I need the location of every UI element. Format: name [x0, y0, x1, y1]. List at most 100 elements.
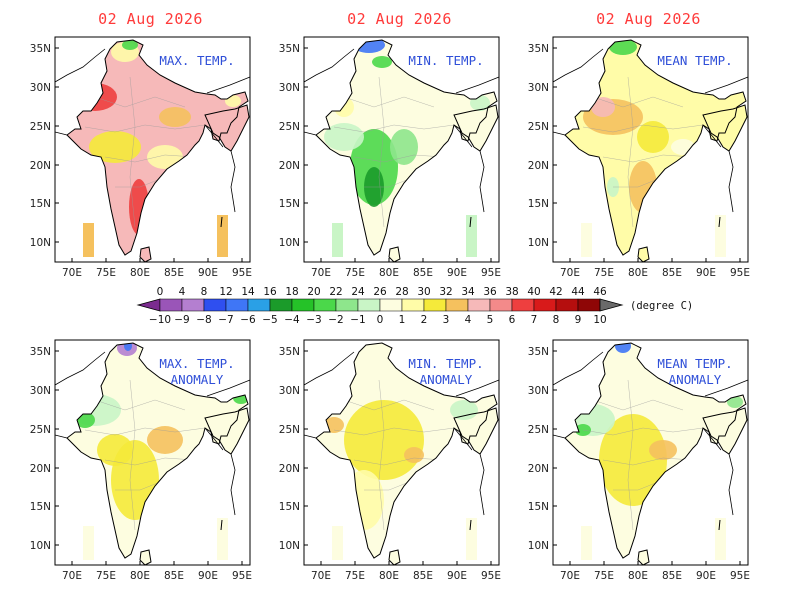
- map-frame: [54, 36, 251, 263]
- colorbar-bottom-label: −2: [328, 314, 343, 326]
- lat-tick-label: 15N: [528, 501, 549, 513]
- lat-tick-label: 10N: [279, 540, 300, 552]
- colorbar-segment: [225, 298, 249, 312]
- lat-tick-label: 20N: [30, 160, 51, 172]
- lon-tick-label: 70E: [62, 570, 82, 582]
- colorbar-top-label: 20: [307, 286, 320, 298]
- lon-tick-label: 80E: [379, 267, 399, 279]
- lat-tick-label: 30N: [528, 385, 549, 397]
- colorbar-bottom-label: 2: [421, 314, 428, 326]
- colorbar-segment: [269, 298, 293, 312]
- colorbar-bottom-label: 10: [593, 314, 606, 326]
- colorbar-top-label: 38: [505, 286, 518, 298]
- colorbar-top-label: 16: [263, 286, 277, 298]
- lat-tick-label: 30N: [279, 82, 300, 94]
- lat-tick-label: 10N: [30, 540, 51, 552]
- colorbar-bottom-label: −9: [174, 314, 189, 326]
- lon-tick-label: 80E: [628, 267, 648, 279]
- lon-tick-label: 80E: [130, 570, 150, 582]
- panel-title: ANOMALY: [171, 372, 224, 387]
- panel-title: ANOMALY: [669, 372, 722, 387]
- lon-tick-label: 85E: [164, 570, 184, 582]
- colorbar-segment: [467, 298, 491, 312]
- colorbar-top-label: 42: [549, 286, 562, 298]
- panel-title: MEAN TEMP.: [657, 53, 732, 68]
- lon-tick-label: 90E: [198, 570, 218, 582]
- lat-tick-label: 15N: [279, 501, 300, 513]
- panel-mean-temp-anomaly: 10N 15N 20N 25N 30N 35N 70E 75E 80E 85E 90E 95E MEAN…: [528, 339, 750, 582]
- colorbar-segment: [489, 298, 513, 312]
- colorbar-bottom-label: −8: [196, 314, 211, 326]
- colorbar-top-label: 8: [201, 286, 208, 298]
- lat-tick-label: 25N: [30, 121, 51, 133]
- lon-tick-label: 75E: [594, 570, 614, 582]
- colorbar-bottom-label: −7: [218, 314, 233, 326]
- date-label: 02 Aug 2026: [347, 10, 452, 28]
- india-outline: [315, 342, 498, 559]
- lat-tick-label: 35N: [279, 43, 300, 55]
- date-label: 02 Aug 2026: [98, 10, 203, 28]
- colorbar-top-label: 14: [241, 286, 255, 298]
- colorbar-segment: [577, 298, 601, 312]
- panel-title: MAX. TEMP.: [159, 356, 234, 371]
- date-label: 02 Aug 2026: [596, 10, 701, 28]
- panel-title: MIN. TEMP.: [408, 356, 483, 371]
- colorbar-top-label: 4: [179, 286, 186, 298]
- lat-tick-label: 20N: [30, 463, 51, 475]
- island-insets: [332, 518, 477, 560]
- colorbar-bottom-label: −1: [350, 314, 365, 326]
- colorbar-segment: [335, 298, 359, 312]
- lat-tick-label: 15N: [30, 198, 51, 210]
- colorbar-segment: [511, 298, 535, 312]
- colorbar-top-label: 0: [157, 286, 164, 298]
- lon-tick-label: 90E: [696, 267, 716, 279]
- colorbar-top-label: 26: [373, 286, 387, 298]
- colorbar-top-label: 12: [219, 286, 232, 298]
- lat-tick-label: 20N: [528, 160, 549, 172]
- lat-tick-label: 15N: [279, 198, 300, 210]
- panel-max-temp: 10N 15N 20N 25N 30N 35N 70E 75E 80E 85E 90E 95E MAX.…: [30, 10, 252, 279]
- colorbar-top-label: 34: [461, 286, 475, 298]
- colorbar-segment: [159, 298, 183, 312]
- lat-tick-label: 30N: [30, 385, 51, 397]
- panel-title: MIN. TEMP.: [408, 53, 483, 68]
- map-frame: [552, 36, 749, 263]
- panel-min-temp-anomaly: 10N 15N 20N 25N 30N 35N 70E 75E 80E 85E 90E 95E MIN.…: [279, 339, 501, 582]
- panel-title: ANOMALY: [420, 372, 473, 387]
- colorbar-bottom-label: 9: [575, 314, 582, 326]
- lon-tick-label: 70E: [311, 570, 331, 582]
- lat-tick-label: 10N: [528, 237, 549, 249]
- lat-tick-label: 10N: [30, 237, 51, 249]
- colorbar-segment: [401, 298, 425, 312]
- panel-max-temp-anomaly: 10N 15N 20N 25N 30N 35N 70E 75E 80E 85E 90E 95E MAX.…: [30, 339, 252, 582]
- panel-min-temp: 10N 15N 20N 25N 30N 35N 70E 75E 80E 85E 90E 95E MIN.…: [279, 10, 501, 279]
- lat-tick-label: 25N: [528, 424, 549, 436]
- colorbar-top-label: 40: [527, 286, 540, 298]
- colorbar-segment: [555, 298, 579, 312]
- lat-tick-label: 25N: [30, 424, 51, 436]
- lon-tick-label: 85E: [662, 267, 682, 279]
- lon-tick-label: 75E: [96, 570, 116, 582]
- colorbar-max-arrow: [599, 298, 624, 312]
- map-frame: [552, 339, 749, 566]
- colorbar-segment: [357, 298, 381, 312]
- colorbar-top-label: 44: [571, 286, 585, 298]
- colorbar-bottom-label: 3: [443, 314, 450, 326]
- lon-tick-label: 95E: [232, 267, 252, 279]
- lon-tick-label: 70E: [62, 267, 82, 279]
- lat-tick-label: 25N: [279, 121, 300, 133]
- colorbar-top-label: 24: [351, 286, 365, 298]
- colorbar-min-arrow: [136, 298, 161, 312]
- lat-tick-label: 30N: [528, 82, 549, 94]
- lon-tick-label: 95E: [481, 570, 501, 582]
- lat-tick-label: 15N: [30, 501, 51, 513]
- lon-tick-label: 75E: [345, 267, 365, 279]
- colorbar-segment: [291, 298, 315, 312]
- colorbar-bottom-label: 4: [465, 314, 472, 326]
- colorbar-bottom-label: 6: [509, 314, 516, 326]
- colorbar-top-label: 28: [395, 286, 408, 298]
- lon-tick-label: 85E: [413, 267, 433, 279]
- colorbar-bottom-label: −3: [306, 314, 321, 326]
- lon-tick-label: 75E: [96, 267, 116, 279]
